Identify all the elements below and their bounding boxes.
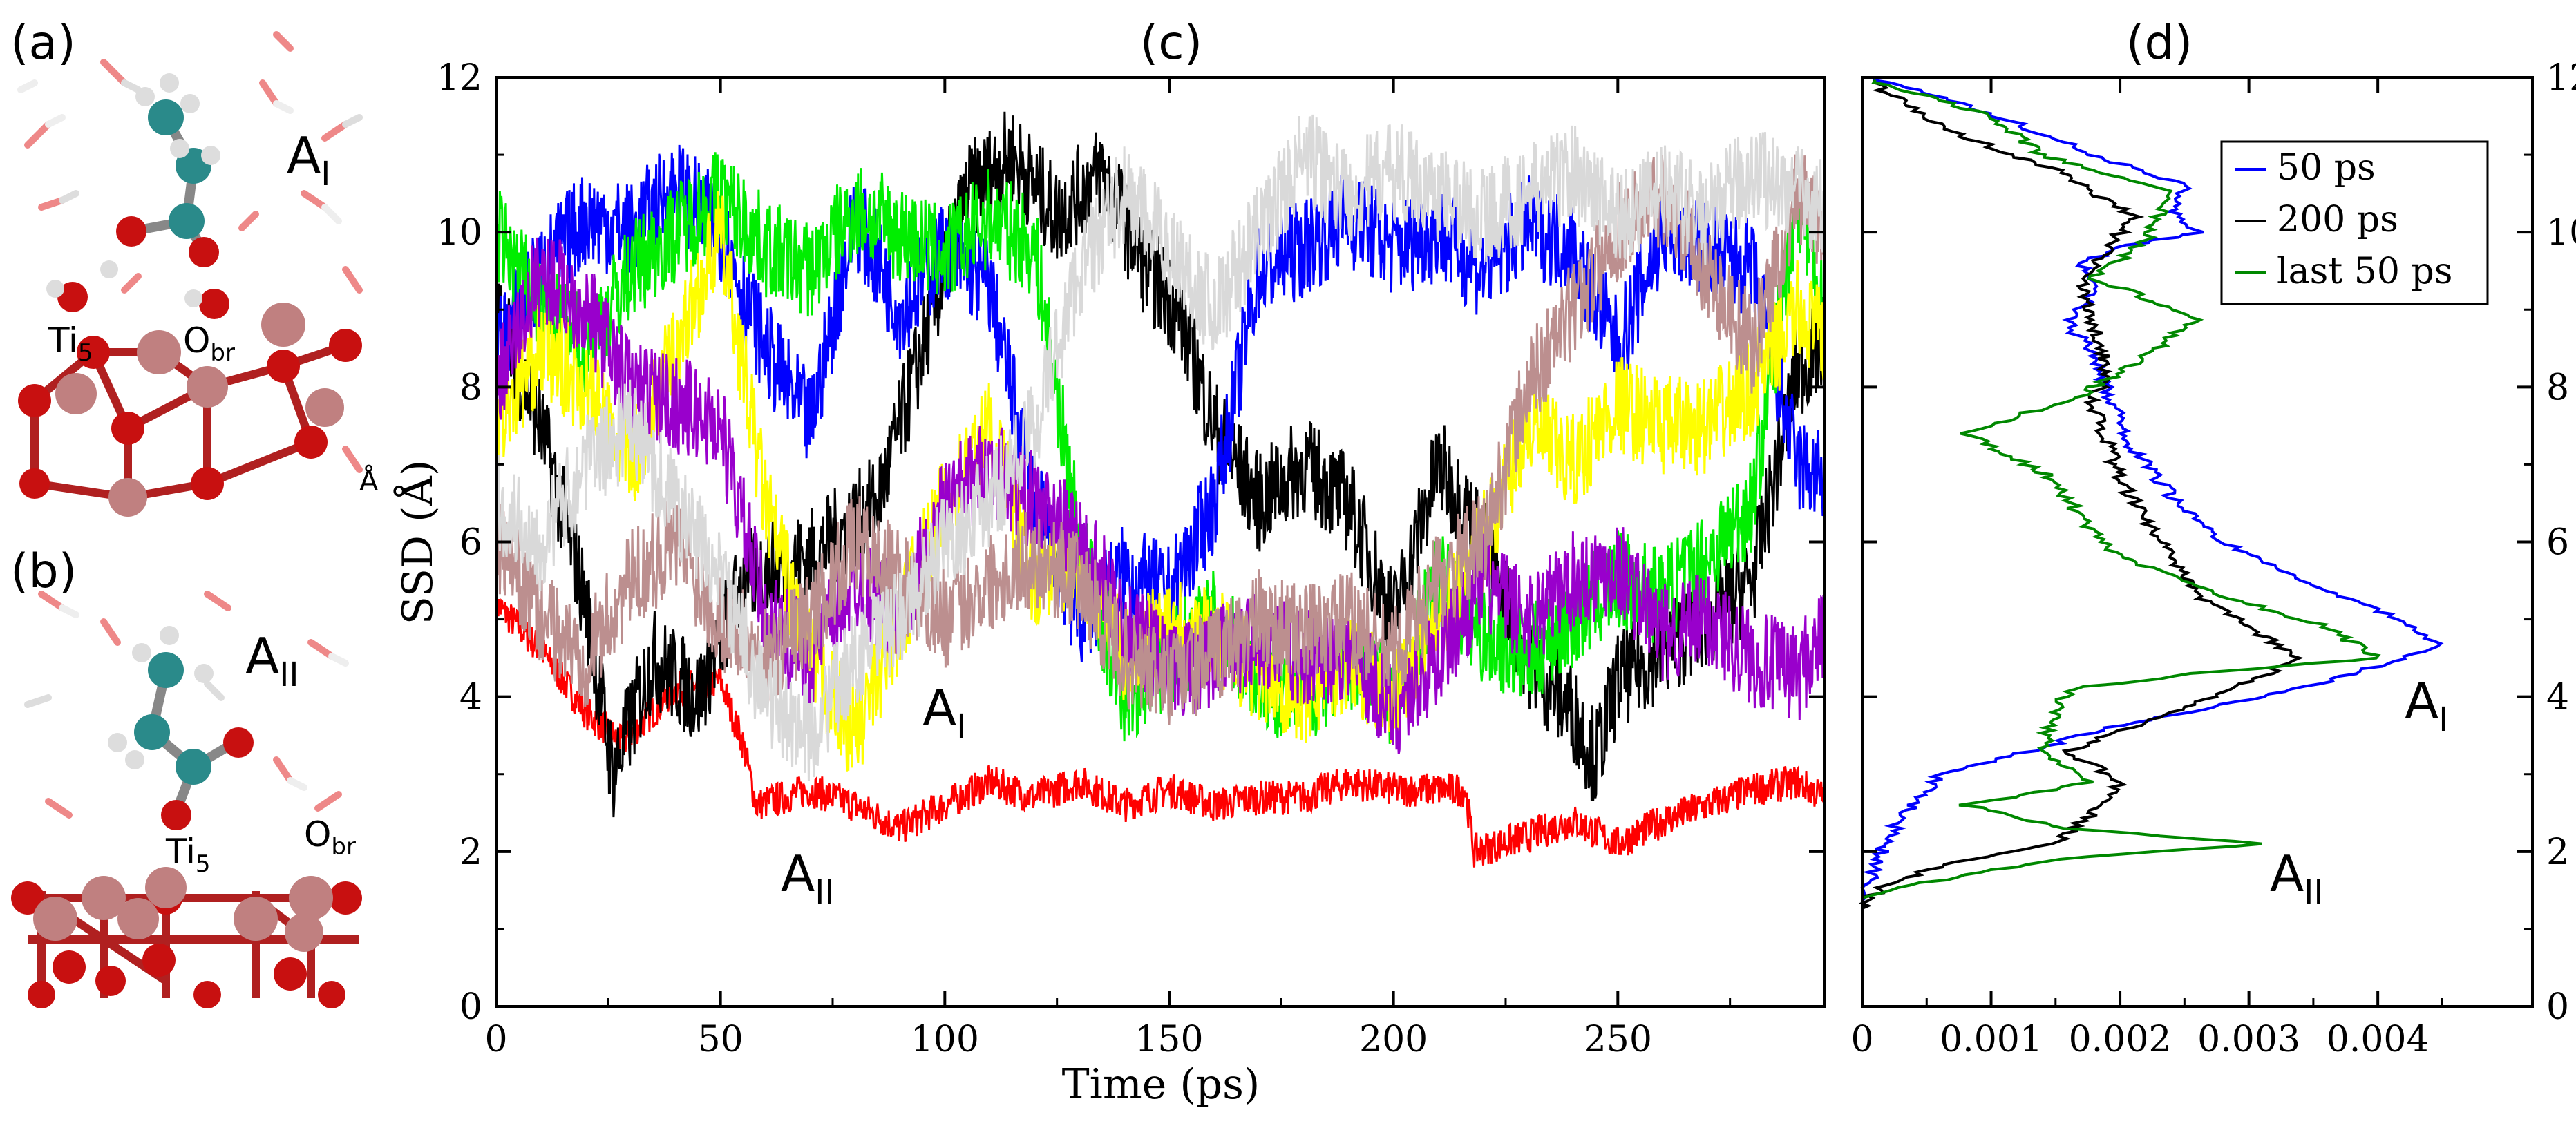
panel-d-label: (d) bbox=[2126, 16, 2193, 70]
panel-c-xlabel: Time (ps) bbox=[1062, 1060, 1260, 1109]
panel-a-species-label: AI bbox=[287, 126, 330, 193]
panel-d-xtick-label: 0.002 bbox=[2069, 1019, 2172, 1060]
panel-d-xtick-label: 0 bbox=[1850, 1019, 1873, 1060]
panel-d-legend: 50 ps 200 ps last 50 ps bbox=[2220, 140, 2489, 305]
panel-c-ticks: 0 50 100 150 200 250 0 2 4 6 8 10 12 bbox=[437, 57, 1824, 1060]
panel-c-series bbox=[495, 111, 1825, 868]
panel-d-ytick-label: 10 bbox=[2546, 212, 2576, 254]
panel-d-ytick-label: 6 bbox=[2546, 522, 2569, 564]
panel-c-series-line-0 bbox=[495, 590, 1825, 868]
panel-c-ylabel: SSD (Å) bbox=[393, 460, 442, 624]
panel-d-annotation-a2: AII bbox=[2270, 845, 2324, 912]
panel-b-label: (b) bbox=[10, 544, 77, 599]
panel-a-label: (a) bbox=[10, 16, 76, 70]
panel-b-surface-slab bbox=[11, 867, 362, 1008]
panel-a-obr-label: Obr bbox=[183, 321, 235, 367]
panel-d-legend-label-50ps: 50 ps bbox=[2277, 147, 2376, 189]
panel-d-ytick-label: 8 bbox=[2546, 367, 2569, 408]
panel-b-species-label: AII bbox=[245, 627, 299, 694]
panel-b: (b) AII Ti5 Obr bbox=[10, 544, 362, 1008]
panel-c-series-line-3 bbox=[495, 152, 1825, 744]
panel-d-series-line-0 bbox=[1860, 78, 2444, 1006]
panel-d-xtick-label: 0.003 bbox=[2197, 1019, 2300, 1060]
panel-a-surface-slab bbox=[18, 303, 362, 517]
panel-d-series-line-2 bbox=[1861, 79, 2381, 1006]
panel-c-ytick-label: 4 bbox=[460, 677, 482, 718]
panel-c-xtick-label: 50 bbox=[698, 1019, 744, 1060]
panel-c-xtick-label: 150 bbox=[1135, 1019, 1203, 1060]
panel-c-xtick-label: 200 bbox=[1359, 1019, 1428, 1060]
panel-a-ti5-label: Ti5 bbox=[48, 321, 93, 367]
panel-a: (a) AI Ti5 Obr Å bbox=[10, 16, 379, 517]
panel-d-xtick-label: 0.004 bbox=[2327, 1019, 2430, 1060]
panel-d-series bbox=[1858, 78, 2444, 1006]
panel-c-series-line-6 bbox=[495, 153, 1825, 725]
panel-d-annotation-a1: AI bbox=[2405, 672, 2448, 739]
panel-d-legend-label-200ps: 200 ps bbox=[2277, 199, 2398, 240]
panel-d-xtick-label: 0.001 bbox=[1940, 1019, 2043, 1060]
panel-b-obr-label: Obr bbox=[304, 814, 356, 861]
panel-c-ytick-label: 6 bbox=[460, 522, 482, 564]
panel-c-series-line-7 bbox=[495, 114, 1825, 781]
panel-b-water-sticks bbox=[24, 591, 349, 819]
panel-a-adsorbed-water bbox=[46, 260, 229, 319]
panel-d-ytick-label: 12 bbox=[2546, 57, 2576, 99]
panel-c: (c) 0 50 100 150 200 250 0 2 4 6 8 10 12 Time (ps) S… bbox=[393, 16, 1826, 1109]
panel-d: (d) 0 0.001 0.002 0.003 0.004 0 2 4 6 8 10 12 50 ps… bbox=[1850, 16, 2576, 1060]
panel-d-ytick-label: 4 bbox=[2546, 677, 2569, 718]
panel-b-ti5-label: Ti5 bbox=[165, 832, 211, 878]
panel-d-series-line-1 bbox=[1858, 79, 2304, 1006]
panel-a-water-sticks bbox=[17, 31, 363, 473]
panel-d-ticks: 0 0.001 0.002 0.003 0.004 0 2 4 6 8 10 12 bbox=[1850, 57, 2576, 1060]
panel-c-xtick-label: 100 bbox=[911, 1019, 979, 1060]
panel-c-annotation-a2: AII bbox=[781, 845, 835, 912]
panel-c-xtick-label: 250 bbox=[1584, 1019, 1652, 1060]
panel-c-ytick-label: 10 bbox=[437, 212, 482, 254]
panel-c-xtick-label: 0 bbox=[484, 1019, 507, 1060]
panel-c-ytick-label: 12 bbox=[437, 57, 482, 99]
panel-c-ytick-label: 2 bbox=[460, 832, 482, 873]
panel-a-corner-glyph: Å bbox=[359, 464, 379, 497]
panel-c-ytick-label: 8 bbox=[460, 367, 482, 408]
panel-c-series-line-4 bbox=[495, 190, 1825, 772]
panel-b-acetate-molecule bbox=[108, 626, 254, 830]
panel-d-legend-label-last50ps: last 50 ps bbox=[2277, 251, 2452, 292]
panel-a-acetate-molecule bbox=[116, 73, 220, 267]
panel-c-ytick-label: 0 bbox=[460, 986, 482, 1028]
panel-d-ytick-label: 0 bbox=[2546, 986, 2569, 1028]
panel-d-ytick-label: 2 bbox=[2546, 832, 2569, 873]
panel-c-annotation-a1: AI bbox=[922, 679, 966, 746]
panel-c-label: (c) bbox=[1140, 16, 1202, 70]
